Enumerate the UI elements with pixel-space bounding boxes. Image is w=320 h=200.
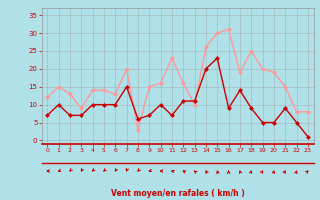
- Text: Vent moyen/en rafales ( km/h ): Vent moyen/en rafales ( km/h ): [111, 189, 244, 198]
